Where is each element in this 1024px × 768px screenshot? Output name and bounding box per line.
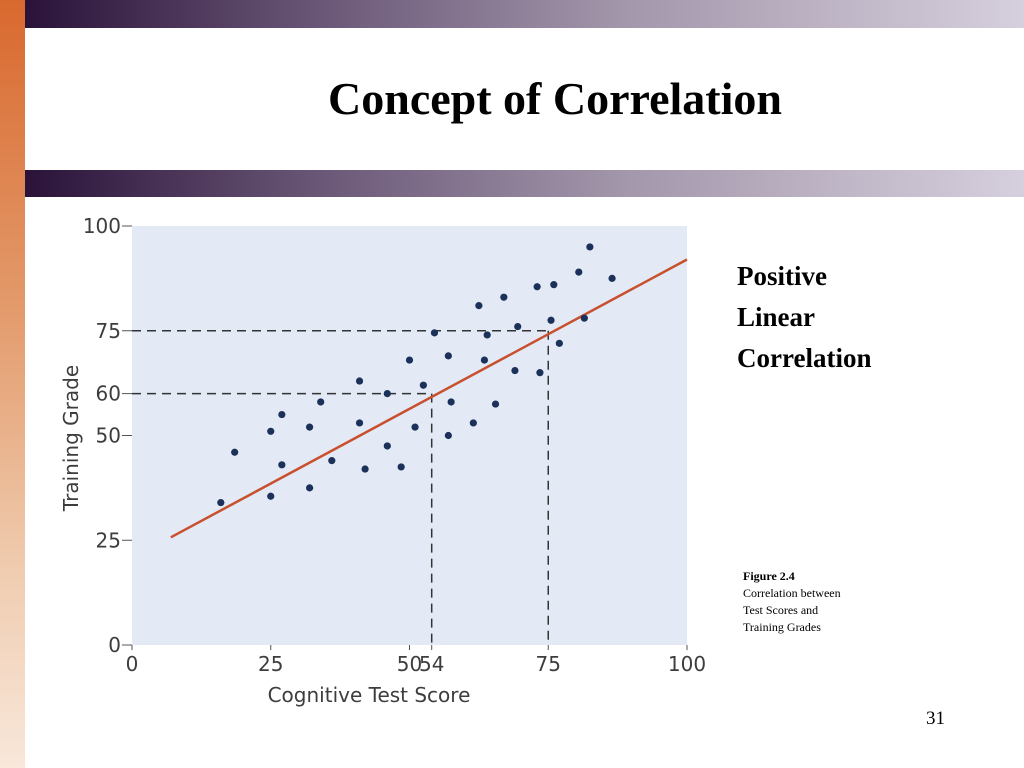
data-point	[491, 400, 500, 408]
x-tick-label: 54	[419, 652, 444, 676]
data-point	[383, 442, 391, 450]
data-point	[411, 423, 419, 431]
data-point	[500, 293, 508, 301]
y-tick-label: 75	[96, 319, 121, 343]
regression-line	[170, 258, 688, 539]
data-point	[608, 274, 616, 282]
data-point	[355, 419, 364, 427]
caption-line: Test Scores and	[743, 603, 819, 617]
y-tick-label: 50	[96, 424, 121, 448]
data-point	[306, 484, 314, 492]
data-point	[480, 356, 489, 364]
data-point	[383, 390, 391, 398]
y-tick-label: 100	[83, 214, 121, 238]
y-axis-ticks: 0 25 50 60 75 100	[83, 214, 132, 657]
data-point	[306, 423, 314, 431]
x-tick-label: 75	[536, 652, 561, 676]
data-point	[317, 398, 325, 406]
data-point	[575, 268, 583, 276]
title-divider-band	[25, 170, 1024, 197]
data-point	[580, 314, 588, 322]
y-tick-label: 0	[108, 633, 121, 657]
data-point	[267, 427, 275, 435]
data-point	[361, 465, 369, 473]
data-point	[447, 398, 455, 406]
x-tick-label: 0	[126, 652, 139, 676]
x-axis-label: Cognitive Test Score	[268, 683, 471, 707]
x-tick-label: 50	[397, 652, 422, 676]
data-point	[550, 281, 558, 289]
data-point	[533, 283, 541, 291]
data-point	[355, 377, 364, 385]
data-point	[475, 302, 483, 310]
side-label-line: Linear	[737, 302, 815, 332]
y-tick-label: 25	[96, 528, 121, 552]
x-tick-label: 25	[258, 652, 283, 676]
data-point	[514, 322, 522, 331]
data-points	[217, 243, 616, 507]
guide-lines	[132, 330, 549, 645]
data-point	[430, 329, 439, 337]
data-point	[483, 331, 491, 339]
data-point	[267, 492, 275, 500]
data-point	[278, 410, 286, 419]
slide-title: Concept of Correlation	[328, 73, 782, 124]
figure-number: Figure 2.4	[743, 569, 795, 583]
figure-caption: Figure 2.4 Correlation between Test Scor…	[743, 568, 943, 636]
left-accent-stripe	[0, 0, 25, 768]
correlation-type-label: Positive Linear Correlation	[737, 256, 987, 379]
data-point	[278, 461, 286, 469]
data-point	[536, 369, 544, 377]
data-point	[231, 448, 239, 456]
data-point	[469, 419, 477, 427]
data-point	[419, 381, 427, 389]
data-point	[328, 457, 336, 465]
page-number: 31	[926, 708, 945, 729]
data-point	[405, 356, 414, 364]
y-tick-label: 60	[96, 382, 121, 406]
side-label-line: Correlation	[737, 343, 872, 373]
caption-line: Correlation between	[743, 586, 841, 600]
data-point	[547, 316, 555, 324]
data-point	[555, 339, 563, 347]
data-point	[397, 463, 405, 471]
data-point	[444, 431, 452, 440]
plot-area	[132, 226, 687, 645]
caption-line: Training Grades	[743, 620, 821, 634]
data-point	[511, 366, 519, 375]
top-gradient-band	[25, 0, 1024, 28]
data-point	[217, 498, 225, 507]
y-axis-label: Training Grade	[59, 365, 83, 512]
data-point	[444, 352, 452, 360]
side-label-line: Positive	[737, 261, 827, 291]
data-point	[586, 243, 594, 251]
x-tick-label: 100	[668, 652, 706, 676]
